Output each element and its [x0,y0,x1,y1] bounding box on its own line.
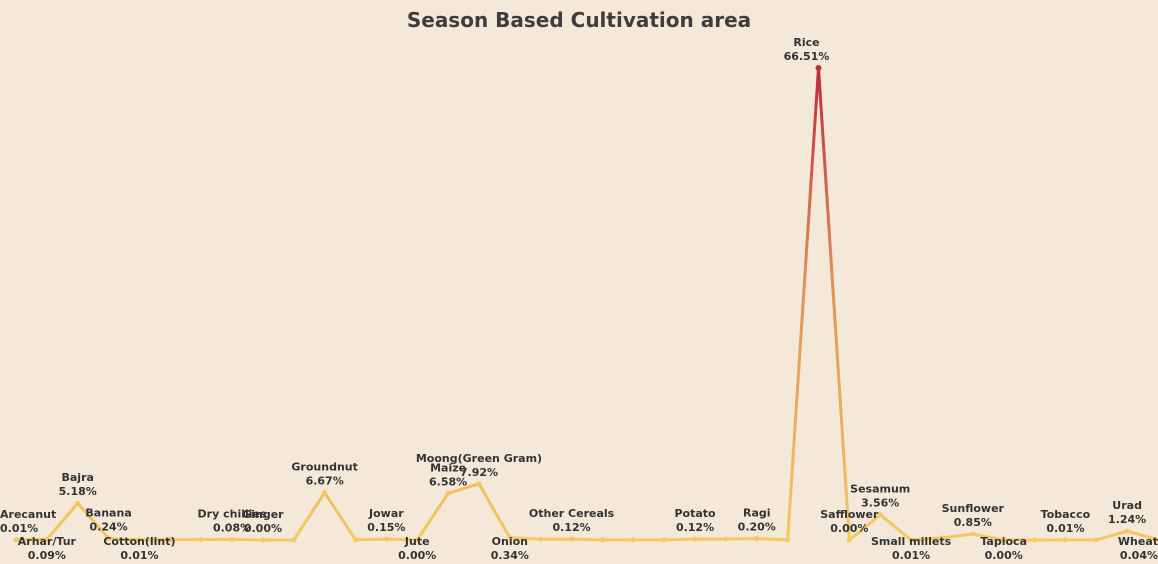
data-label-value: 0.15% [367,521,405,534]
data-point[interactable] [1155,537,1158,543]
data-label-category: Banana [85,506,131,519]
data-point[interactable] [353,537,359,543]
data-label-category: Jute [404,535,430,548]
data-point[interactable] [291,537,297,543]
data-label-value: 0.00% [830,522,868,535]
data-label-value: 0.00% [398,549,436,562]
data-point[interactable] [13,537,19,543]
data-point[interactable] [538,536,544,542]
data-label-value: 0.34% [491,549,529,562]
data-point[interactable] [1062,537,1068,543]
data-point[interactable] [630,537,636,543]
data-label-category: Ginger [242,508,284,521]
data-label-category: Small millets [871,535,952,548]
data-label-value: 0.01% [892,549,930,562]
data-point[interactable] [939,535,945,541]
chart-title: Season Based Cultivation area [406,8,752,32]
data-label-value: 66.51% [784,50,830,63]
data-label-value: 0.01% [1046,522,1084,535]
data-label-category: Onion [492,535,528,548]
data-label-category: Sunflower [942,502,1005,515]
data-label-category: Bajra [62,471,94,484]
data-label-value: 0.01% [120,549,158,562]
data-point[interactable] [908,537,914,543]
data-point[interactable] [44,536,50,542]
data-point[interactable] [198,537,204,543]
data-label-category: Maize [430,461,466,474]
data-label-category: Safflower [820,508,879,521]
data-point[interactable] [445,490,451,496]
data-point[interactable] [970,531,976,537]
data-label-category: Moong(Green Gram) [416,452,542,465]
data-point[interactable] [322,490,328,496]
data-point[interactable] [692,536,698,542]
data-point[interactable] [383,536,389,542]
data-label-value: 0.85% [954,516,992,529]
data-point[interactable] [229,536,235,542]
data-label-value: 6.58% [429,475,467,488]
data-label-category: Sesamum [850,483,910,496]
data-label-value: 0.01% [0,522,38,535]
data-point[interactable] [75,500,81,506]
data-label-value: 0.20% [738,521,776,534]
data-label-category: Rice [793,36,819,49]
data-label-value: 0.24% [90,520,128,533]
data-point[interactable] [815,65,822,71]
data-label-value: 0.00% [985,549,1023,562]
data-label-value: 1.24% [1108,513,1146,526]
data-label-category: Potato [674,507,716,520]
data-label-value: 7.92% [460,466,498,479]
data-label-value: 5.18% [59,485,97,498]
data-label-category: Tapioca [980,535,1027,548]
data-label-value: 0.04% [1120,549,1158,562]
data-point[interactable] [599,537,605,543]
data-label-category: Jowar [368,507,404,520]
data-label-value: 3.56% [861,497,899,510]
data-label-category: Ragi [743,507,771,520]
data-point[interactable] [260,537,266,543]
data-point[interactable] [507,535,513,541]
data-point[interactable] [877,512,883,518]
data-point[interactable] [569,536,575,542]
data-point[interactable] [106,535,112,541]
data-point[interactable] [136,537,142,543]
data-label-category: Urad [1112,499,1142,512]
data-point[interactable] [476,481,482,487]
data-point[interactable] [1001,537,1007,543]
data-label-value: 0.08% [213,521,251,534]
data-label-value: 0.00% [244,522,282,535]
data-label-category: Arhar/Tur [18,535,77,548]
data-label-category: Dry chillies [198,507,267,520]
data-point[interactable] [661,537,667,543]
data-label-category: Arecanut [0,508,56,521]
data-point[interactable] [414,537,420,543]
data-label-value: 0.09% [28,549,66,562]
data-point[interactable] [1093,537,1099,543]
data-label-value: 0.12% [552,521,590,534]
data-point[interactable] [1032,537,1038,543]
data-label-category: Groundnut [291,461,357,474]
data-label-category: Cotton(lint) [103,535,175,548]
data-label-category: Wheat [1118,535,1158,548]
data-point[interactable] [167,537,173,543]
data-point[interactable] [846,537,852,543]
data-point[interactable] [754,536,760,542]
data-point[interactable] [723,536,729,542]
data-label-category: Tobacco [1041,508,1091,521]
data-point[interactable] [1124,528,1130,534]
series-line [15,66,1158,542]
data-label-value: 6.67% [306,475,344,488]
data-point[interactable] [785,537,791,543]
data-label-category: Other Cereals [529,507,615,520]
data-label-value: 0.12% [676,521,714,534]
